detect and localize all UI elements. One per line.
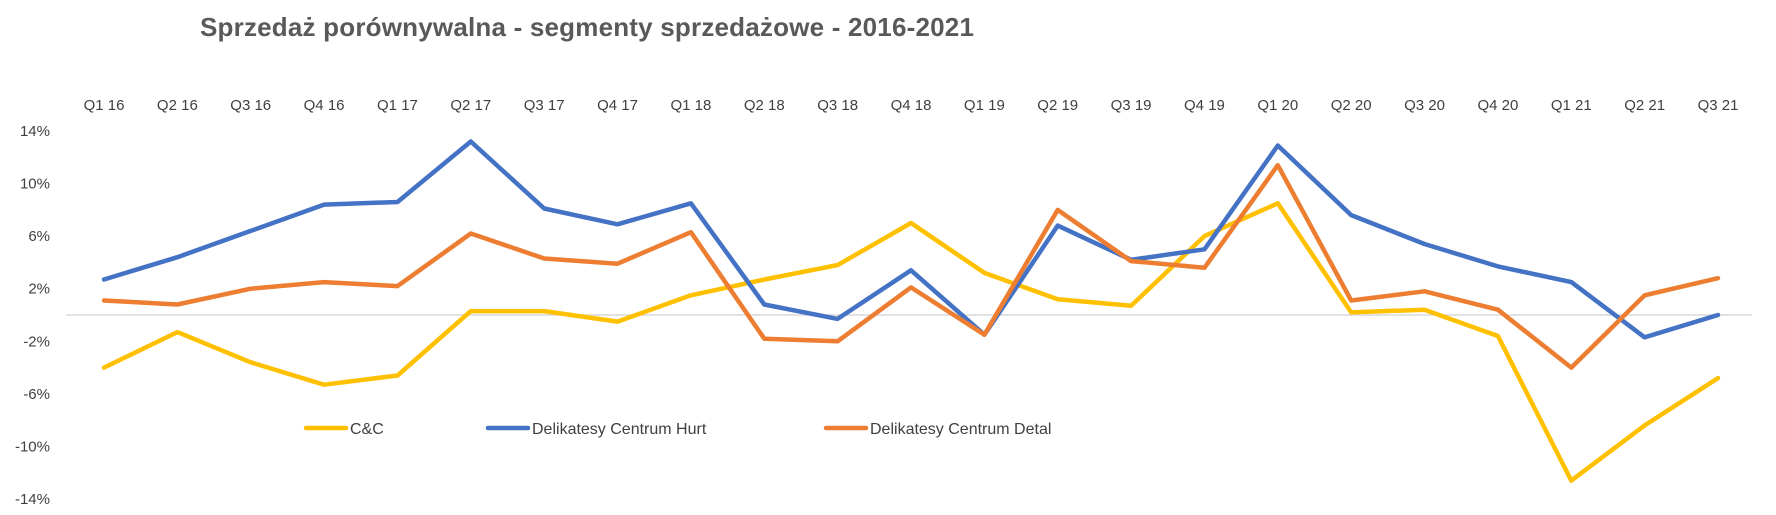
y-tick-label: -6% bbox=[23, 386, 50, 403]
x-tick-label: Q2 18 bbox=[744, 97, 785, 114]
x-tick-label: Q1 19 bbox=[964, 97, 1005, 114]
chart-title: Sprzedaż porównywalna - segmenty sprzeda… bbox=[200, 12, 975, 42]
y-tick-label: -10% bbox=[15, 438, 50, 455]
x-tick-label: Q2 20 bbox=[1331, 97, 1372, 114]
x-tick-label: Q3 17 bbox=[524, 97, 565, 114]
x-tick-label: Q4 16 bbox=[304, 97, 345, 114]
series-line-3 bbox=[101, 162, 1721, 370]
y-tick-label: 6% bbox=[28, 228, 50, 245]
series-line-1 bbox=[101, 201, 1721, 483]
legend-label: C&C bbox=[350, 421, 384, 438]
x-tick-label: Q1 21 bbox=[1551, 97, 1592, 114]
y-axis-labels: 14% 10% 6% 2% -2% -6% -10% -14% bbox=[15, 123, 50, 508]
x-tick-label: Q3 19 bbox=[1111, 97, 1152, 114]
legend-label: Delikatesy Centrum Detal bbox=[870, 421, 1051, 438]
x-tick-label: Q2 21 bbox=[1624, 97, 1665, 114]
legend: C&C Delikatesy Centrum Hurt Delikatesy Cen… bbox=[303, 421, 1051, 438]
x-tick-label: Q3 20 bbox=[1404, 97, 1445, 114]
x-tick-label: Q3 18 bbox=[817, 97, 858, 114]
x-tick-label: Q1 20 bbox=[1257, 97, 1298, 114]
legend-label: Delikatesy Centrum Hurt bbox=[532, 421, 707, 438]
x-tick-label: Q3 21 bbox=[1698, 97, 1739, 114]
series-group bbox=[101, 139, 1721, 483]
x-axis-labels: Q1 16 Q2 16 Q3 16 Q4 16 Q1 17 Q2 17 Q3 17 Q4 17… bbox=[84, 97, 1739, 114]
x-tick-label: Q1 18 bbox=[670, 97, 711, 114]
x-tick-label: Q2 16 bbox=[157, 97, 198, 114]
y-tick-label: -14% bbox=[15, 491, 50, 508]
x-tick-label: Q4 19 bbox=[1184, 97, 1225, 114]
y-tick-label: 2% bbox=[28, 281, 50, 298]
x-tick-label: Q4 17 bbox=[597, 97, 638, 114]
x-tick-label: Q2 17 bbox=[450, 97, 491, 114]
x-tick-label: Q1 17 bbox=[377, 97, 418, 114]
y-tick-label: 14% bbox=[20, 123, 50, 140]
x-tick-label: Q2 19 bbox=[1037, 97, 1078, 114]
x-tick-label: Q1 16 bbox=[84, 97, 125, 114]
y-tick-label: -2% bbox=[23, 333, 50, 350]
x-tick-label: Q4 20 bbox=[1477, 97, 1518, 114]
x-tick-label: Q4 18 bbox=[891, 97, 932, 114]
x-tick-label: Q3 16 bbox=[230, 97, 271, 114]
y-tick-label: 10% bbox=[20, 176, 50, 193]
series-line-2 bbox=[101, 139, 1721, 340]
